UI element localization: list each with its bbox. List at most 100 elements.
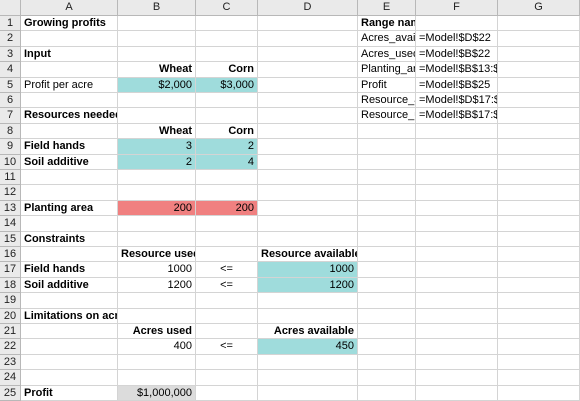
cell-a14[interactable]	[21, 216, 118, 232]
select-all-corner[interactable]	[0, 0, 21, 16]
cell-d13[interactable]	[258, 200, 358, 217]
cell-e22[interactable]	[358, 339, 416, 355]
row-header-25[interactable]: 25	[0, 385, 21, 401]
cell-e11[interactable]	[358, 170, 416, 186]
cell-g1[interactable]	[498, 16, 580, 32]
cell-c21[interactable]	[196, 324, 258, 340]
cell-f21[interactable]	[416, 324, 498, 340]
cell-e6[interactable]: Resource_a	[358, 93, 416, 109]
row-header-24[interactable]: 24	[0, 370, 21, 386]
row-header-23[interactable]: 23	[0, 354, 21, 371]
cell-a12[interactable]	[21, 185, 118, 201]
row-header-15[interactable]: 15	[0, 231, 21, 247]
cell-b7[interactable]	[118, 108, 196, 124]
cell-f13[interactable]	[416, 200, 498, 217]
cell-a3[interactable]: Input	[21, 46, 118, 63]
cell-f4[interactable]: =Model!$B$13:$C$13	[416, 62, 498, 78]
cell-g25[interactable]	[498, 385, 580, 401]
cell-d11[interactable]	[258, 170, 358, 186]
cell-a25[interactable]: Profit	[21, 385, 118, 401]
row-header-21[interactable]: 21	[0, 324, 21, 340]
cell-b15[interactable]	[118, 231, 196, 247]
cell-d21[interactable]: Acres available	[258, 324, 358, 340]
column-header-b[interactable]: B	[118, 0, 196, 16]
cell-a5[interactable]: Profit per acre	[21, 77, 118, 93]
cell-b6[interactable]	[118, 93, 196, 109]
column-header-d[interactable]: D	[258, 0, 358, 16]
cell-c20[interactable]	[196, 308, 258, 324]
row-header-2[interactable]: 2	[0, 31, 21, 47]
cell-g19[interactable]	[498, 293, 580, 309]
cell-e23[interactable]	[358, 354, 416, 371]
cell-f25[interactable]	[416, 385, 498, 401]
row-header-18[interactable]: 18	[0, 277, 21, 294]
cell-e19[interactable]	[358, 293, 416, 309]
row-header-22[interactable]: 22	[0, 339, 21, 355]
cell-e4[interactable]: Planting_ar	[358, 62, 416, 78]
row-header-4[interactable]: 4	[0, 62, 21, 78]
cell-e2[interactable]: Acres_avail	[358, 31, 416, 47]
cell-g10[interactable]	[498, 154, 580, 170]
cell-e9[interactable]	[358, 139, 416, 155]
cell-g16[interactable]	[498, 247, 580, 263]
column-header-e[interactable]: E	[358, 0, 416, 16]
cell-e13[interactable]	[358, 200, 416, 217]
cell-e1[interactable]: Range names used	[358, 16, 416, 32]
cell-d2[interactable]	[258, 31, 358, 47]
cell-f12[interactable]	[416, 185, 498, 201]
cell-g15[interactable]	[498, 231, 580, 247]
cell-a13[interactable]: Planting area	[21, 200, 118, 217]
cell-d14[interactable]	[258, 216, 358, 232]
cell-f3[interactable]: =Model!$B$22	[416, 46, 498, 63]
cell-b1[interactable]	[118, 16, 196, 32]
cell-a6[interactable]	[21, 93, 118, 109]
cell-d4[interactable]	[258, 62, 358, 78]
cell-d6[interactable]	[258, 93, 358, 109]
cell-a7[interactable]: Resources needed per acre	[21, 108, 118, 124]
row-header-3[interactable]: 3	[0, 46, 21, 63]
row-header-7[interactable]: 7	[0, 108, 21, 124]
cell-b19[interactable]	[118, 293, 196, 309]
cell-d9[interactable]	[258, 139, 358, 155]
cell-g17[interactable]	[498, 262, 580, 278]
row-header-1[interactable]: 1	[0, 16, 21, 32]
cell-g6[interactable]	[498, 93, 580, 109]
cell-a16[interactable]	[21, 247, 118, 263]
cell-b10[interactable]: 2	[118, 154, 196, 170]
cell-a20[interactable]: Limitations on acreage	[21, 308, 118, 324]
cell-b12[interactable]	[118, 185, 196, 201]
cell-d5[interactable]	[258, 77, 358, 93]
cell-f6[interactable]: =Model!$D$17:$D$18	[416, 93, 498, 109]
cell-f10[interactable]	[416, 154, 498, 170]
cell-g7[interactable]	[498, 108, 580, 124]
cell-c22[interactable]: <=	[196, 339, 258, 355]
cell-c25[interactable]	[196, 385, 258, 401]
cell-g4[interactable]	[498, 62, 580, 78]
cell-d18[interactable]: 1200	[258, 277, 358, 294]
column-header-g[interactable]: G	[498, 0, 580, 16]
cell-c16[interactable]	[196, 247, 258, 263]
cell-d20[interactable]	[258, 308, 358, 324]
cell-d3[interactable]	[258, 46, 358, 63]
cell-b14[interactable]	[118, 216, 196, 232]
cell-d1[interactable]	[258, 16, 358, 32]
cell-c18[interactable]: <=	[196, 277, 258, 294]
cell-e20[interactable]	[358, 308, 416, 324]
cell-g24[interactable]	[498, 370, 580, 386]
cell-c3[interactable]	[196, 46, 258, 63]
cell-e14[interactable]	[358, 216, 416, 232]
cell-f16[interactable]	[416, 247, 498, 263]
cell-f23[interactable]	[416, 354, 498, 371]
cell-e5[interactable]: Profit	[358, 77, 416, 93]
cell-c15[interactable]	[196, 231, 258, 247]
cell-b25[interactable]: $1,000,000	[118, 385, 196, 401]
cell-a9[interactable]: Field hands	[21, 139, 118, 155]
row-header-8[interactable]: 8	[0, 123, 21, 140]
cell-g12[interactable]	[498, 185, 580, 201]
cell-g22[interactable]	[498, 339, 580, 355]
cell-b17[interactable]: 1000	[118, 262, 196, 278]
cell-g3[interactable]	[498, 46, 580, 63]
cell-f22[interactable]	[416, 339, 498, 355]
cell-c23[interactable]	[196, 354, 258, 371]
cell-a23[interactable]	[21, 354, 118, 371]
